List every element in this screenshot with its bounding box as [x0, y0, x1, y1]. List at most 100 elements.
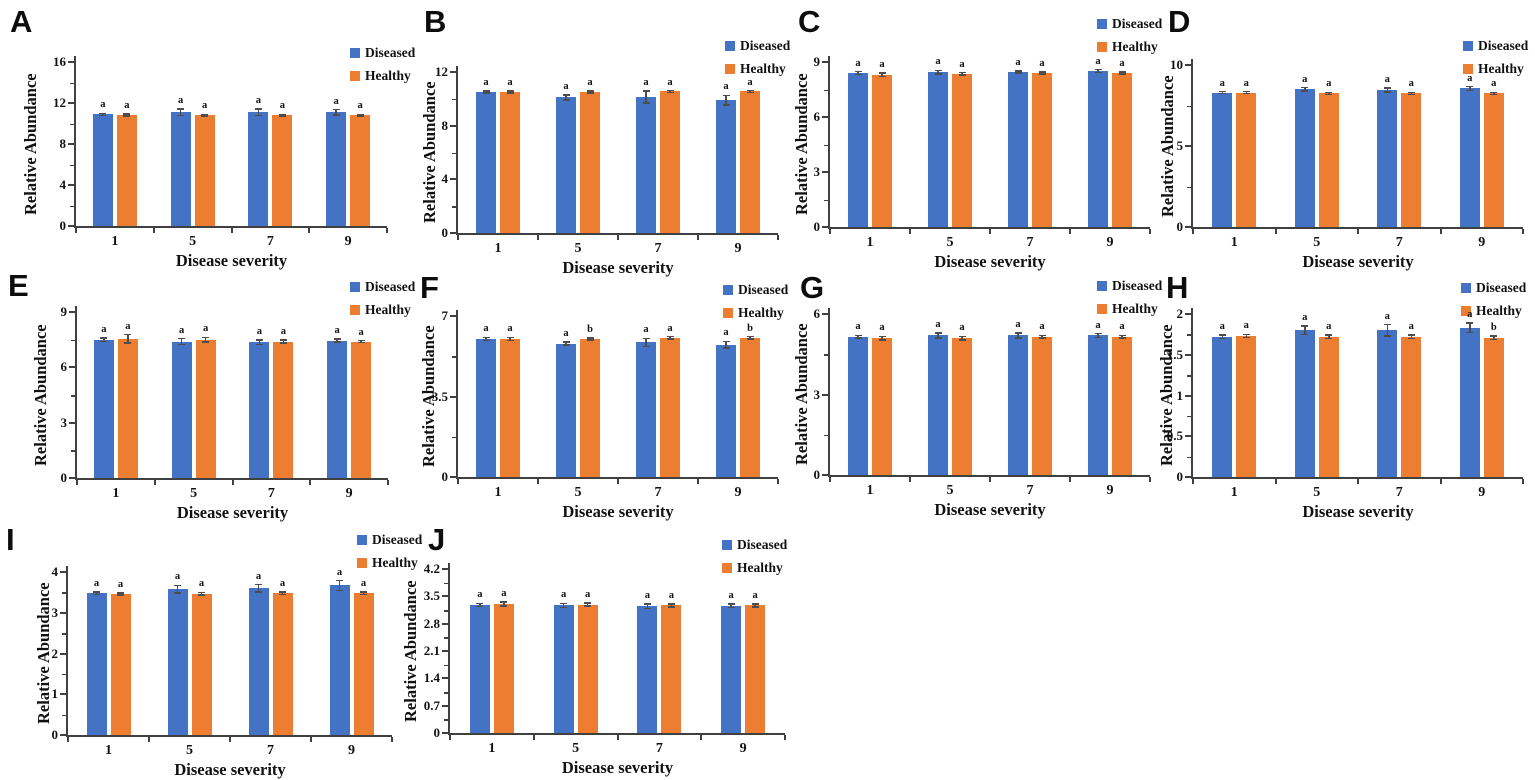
error-bar-cap-bottom	[1014, 337, 1022, 339]
error-bar-cap-top	[99, 112, 107, 114]
significance-letter: a	[723, 327, 729, 339]
x-axis-title: Disease severity	[561, 758, 674, 777]
error-bar	[725, 341, 727, 349]
bar-diseased	[476, 92, 496, 233]
error-bar-cap-bottom	[123, 115, 131, 117]
x-tick	[1522, 229, 1524, 234]
significance-letter: a	[959, 58, 965, 70]
x-tick	[537, 479, 539, 484]
y-minor-tick	[70, 123, 74, 125]
x-tick	[1357, 479, 1359, 484]
y-axis	[828, 56, 830, 229]
error-bar-cap-bottom	[934, 73, 942, 75]
legend-label: Healthy	[365, 302, 411, 318]
significance-letter: a	[563, 327, 569, 339]
error-bar	[1221, 335, 1223, 339]
legend-swatch-icon	[350, 282, 360, 293]
panel-label-A: A	[10, 4, 33, 39]
error-bar-cap-bottom	[562, 99, 570, 101]
y-tick	[68, 225, 74, 227]
x-tick	[784, 735, 786, 740]
error-bar-cap-top	[562, 94, 570, 96]
error-bar-cap-bottom	[746, 91, 754, 93]
error-bar-cap-bottom	[1407, 337, 1415, 340]
x-category-label: 5	[574, 241, 582, 256]
y-minor-tick	[62, 714, 66, 717]
error-bar	[1410, 92, 1412, 95]
y-tick	[822, 474, 828, 476]
significance-letter: a	[1015, 56, 1021, 68]
x-tick	[386, 228, 388, 233]
legend-entry-healthy: Healthy	[1097, 38, 1158, 54]
significance-letter: a	[1095, 319, 1101, 331]
significance-letter: a	[179, 324, 185, 336]
error-bar-cap-top	[1490, 335, 1498, 337]
x-category-label: 1	[866, 235, 874, 250]
legend-label: Diseased	[1112, 278, 1163, 294]
error-bar-cap-top	[482, 336, 490, 339]
bar-healthy	[1236, 336, 1257, 477]
bar-healthy	[952, 338, 972, 475]
error-bar-cap-bottom	[727, 606, 735, 609]
error-bar-cap-bottom	[357, 341, 365, 344]
x-category-label: 1	[111, 234, 119, 249]
error-bar-cap-top	[1301, 325, 1309, 327]
bar-healthy	[350, 115, 371, 226]
significance-letter: a	[1384, 310, 1390, 322]
error-bar-cap-bottom	[666, 91, 674, 93]
error-bar-cap-bottom	[482, 92, 490, 94]
error-bar	[336, 339, 338, 343]
x-tick	[1069, 477, 1071, 482]
x-category-label: 9	[734, 241, 742, 256]
error-bar-cap-bottom	[124, 342, 132, 344]
x-tick	[1439, 479, 1442, 484]
legend-entry-diseased: Diseased	[350, 278, 415, 294]
y-minor-tick	[62, 592, 66, 594]
legend-entry-healthy: Healthy	[1463, 60, 1524, 76]
error-bar-cap-top	[751, 603, 759, 605]
error-bar-cap-bottom	[560, 606, 568, 609]
legend-label: Healthy	[1112, 301, 1158, 317]
error-bar	[1121, 335, 1123, 339]
x-category-label: 7	[655, 741, 663, 756]
error-bar	[203, 114, 206, 117]
error-bar	[669, 90, 671, 93]
error-bar-cap-top	[124, 333, 132, 336]
legend-swatch-icon	[722, 563, 732, 574]
significance-letter: a	[1119, 57, 1125, 69]
bar-diseased	[928, 335, 948, 475]
legend-entry-healthy: Healthy	[357, 554, 418, 570]
y-tick	[1185, 313, 1191, 315]
bar-healthy	[116, 114, 137, 226]
error-bar-cap-bottom	[198, 594, 205, 596]
y-tick-label: 7	[441, 308, 449, 323]
bar-diseased	[86, 593, 107, 735]
x-tick	[1069, 229, 1071, 234]
y-minor-tick	[452, 206, 456, 208]
x-tick	[153, 480, 156, 485]
bar-healthy	[191, 593, 212, 735]
error-bar-cap-bottom	[1242, 336, 1250, 339]
significance-letter: a	[334, 325, 340, 337]
panel-label-H: H	[1166, 270, 1189, 305]
y-axis-title: Relative Abundance	[792, 323, 811, 466]
significance-letter: a	[255, 570, 262, 582]
x-tick	[310, 737, 312, 742]
y-tick	[450, 124, 456, 127]
error-bar-cap-bottom	[356, 115, 364, 117]
error-bar-cap-bottom	[562, 344, 570, 346]
legend-label: Diseased	[1112, 16, 1163, 32]
x-tick	[616, 735, 619, 740]
error-bar	[1017, 332, 1019, 339]
error-bar	[281, 114, 284, 117]
y-minor-tick	[1187, 456, 1191, 459]
error-bar-cap-top	[643, 603, 651, 605]
bar-diseased	[327, 340, 348, 478]
error-bar-cap-top	[1218, 334, 1226, 336]
bar-diseased	[171, 341, 192, 478]
significance-letter: a	[117, 578, 124, 590]
bar-healthy	[745, 605, 766, 733]
bar-healthy	[872, 74, 892, 227]
error-bar-cap-top	[482, 90, 490, 92]
bar-diseased	[326, 112, 347, 226]
